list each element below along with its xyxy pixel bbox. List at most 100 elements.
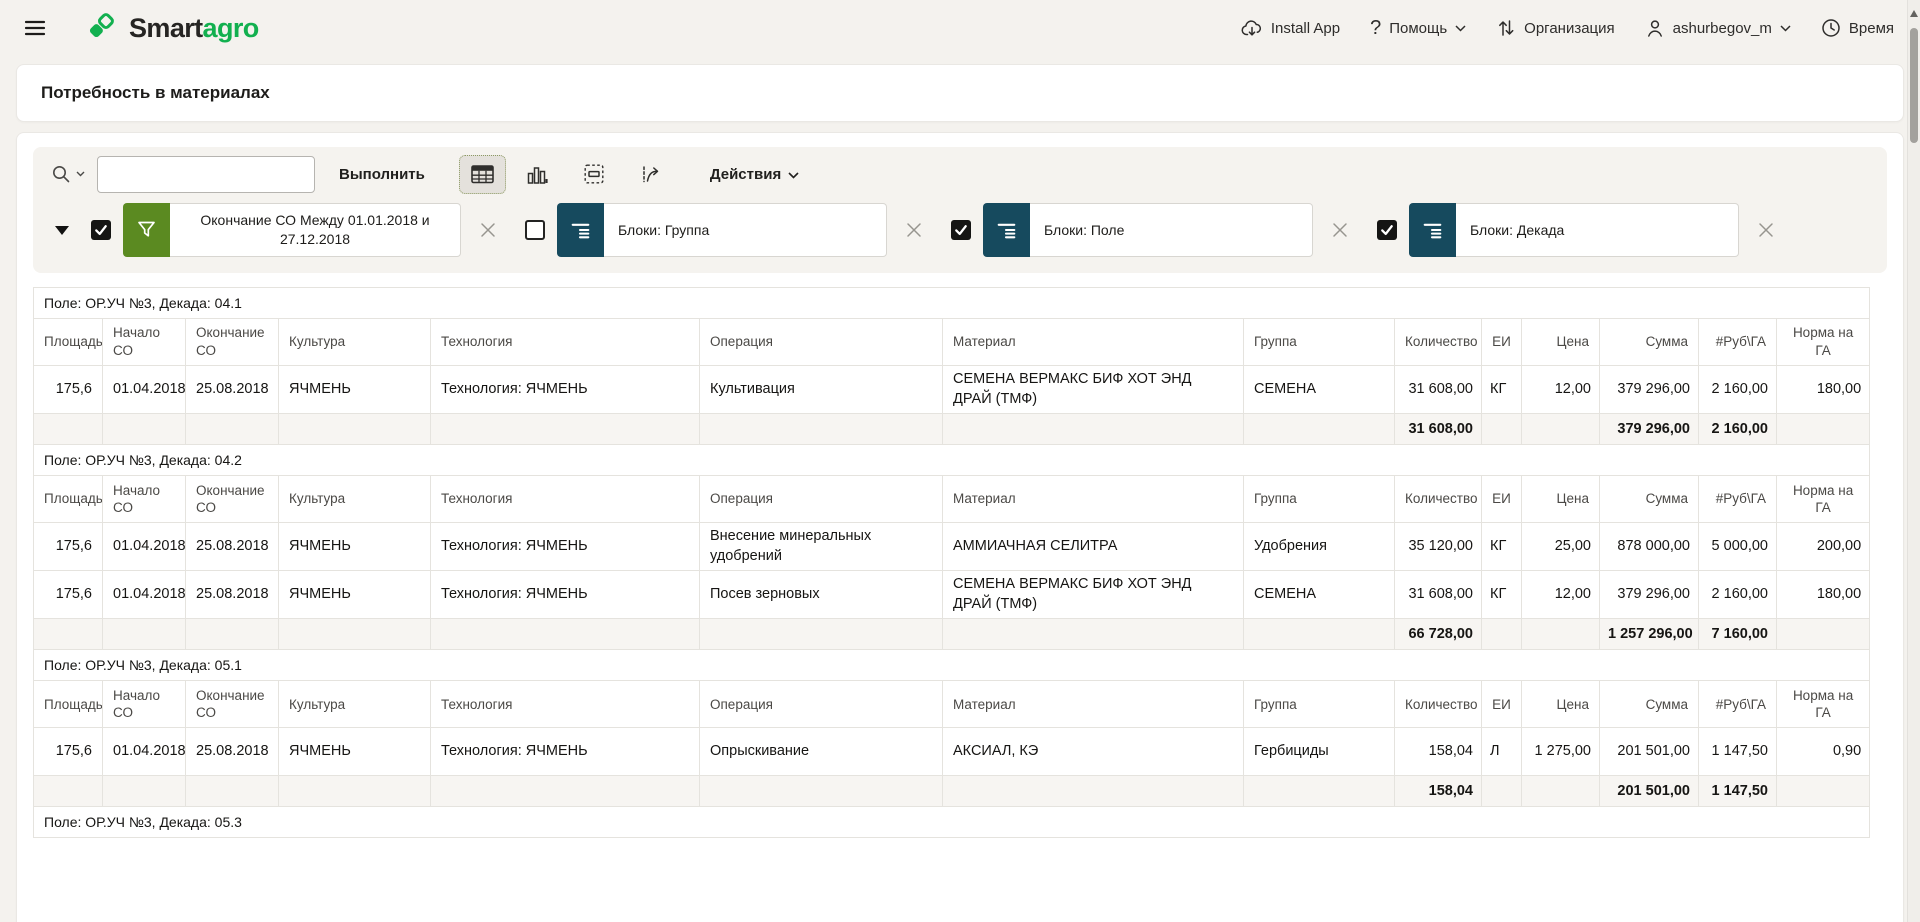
column-header[interactable]: Площадь (33, 475, 103, 524)
column-header[interactable]: Операция (699, 680, 943, 729)
summary-cell (102, 413, 186, 446)
table-view-icon[interactable] (458, 154, 506, 194)
column-header[interactable]: Начало СО (102, 318, 186, 366)
column-header[interactable]: Технология (430, 318, 700, 366)
filter-checkbox[interactable] (951, 220, 971, 240)
summary-cell (699, 618, 943, 651)
column-header[interactable]: Материал (942, 475, 1244, 524)
column-header[interactable]: Группа (1243, 680, 1395, 729)
filter-checkbox[interactable] (525, 220, 545, 240)
summary-cell (1521, 618, 1600, 651)
column-header[interactable]: Группа (1243, 475, 1395, 524)
summary-cell (102, 775, 186, 808)
column-header[interactable]: Цена (1521, 680, 1600, 729)
summary-cell: 201 501,00 (1599, 775, 1699, 808)
summary-cell (1243, 775, 1395, 808)
install-app-button[interactable]: Install App (1241, 18, 1340, 38)
scrollbar-up-arrow-icon[interactable] (1910, 10, 1918, 17)
table-cell: 01.04.2018 (102, 570, 186, 620)
remove-filter-icon[interactable] (904, 220, 924, 240)
column-header[interactable]: ЕИ (1481, 318, 1522, 366)
filter-item: Блоки: Декада (1377, 203, 1803, 257)
column-header[interactable]: Сумма (1599, 680, 1699, 729)
column-header[interactable]: Площадь (33, 680, 103, 729)
column-header[interactable]: #Руб\ГА (1698, 475, 1777, 524)
column-header[interactable]: #Руб\ГА (1698, 318, 1777, 366)
summary-cell (1481, 618, 1522, 651)
scrollbar-thumb[interactable] (1910, 28, 1918, 143)
view-toggle-group (458, 154, 674, 194)
collapse-triangle-icon[interactable] (55, 225, 69, 235)
help-menu-button[interactable]: ? Помощь (1370, 18, 1466, 38)
column-header[interactable]: Количество (1394, 475, 1482, 524)
search-button[interactable] (47, 160, 89, 189)
column-header[interactable]: Норма на ГА (1775, 475, 1871, 524)
summary-cell (699, 775, 943, 808)
summary-cell: 1 257 296,00 (1599, 618, 1699, 651)
column-header[interactable]: Площадь (33, 318, 103, 366)
table-cell: АММИАЧНАЯ СЕЛИТРА (942, 522, 1244, 572)
column-header[interactable]: #Руб\ГА (1698, 680, 1777, 729)
column-header[interactable]: Цена (1521, 475, 1600, 524)
column-header[interactable]: Операция (699, 318, 943, 366)
table-cell: Л (1481, 727, 1522, 777)
column-header[interactable]: Начало СО (102, 475, 186, 524)
group-heading: Поле: ОР.УЧ №3, Декада: 04.1 (32, 287, 1871, 319)
column-header[interactable]: Культура (278, 680, 431, 729)
clock-icon (1821, 18, 1841, 38)
column-header[interactable]: Окончание СО (185, 475, 279, 524)
remove-filter-icon[interactable] (1330, 220, 1350, 240)
column-header[interactable]: Технология (430, 475, 700, 524)
column-header[interactable]: Культура (278, 475, 431, 524)
time-button[interactable]: Время (1821, 18, 1894, 38)
column-header[interactable]: Норма на ГА (1775, 680, 1871, 729)
column-header[interactable]: Количество (1394, 318, 1482, 366)
column-header[interactable]: Технология (430, 680, 700, 729)
organization-button[interactable]: Организация (1496, 18, 1615, 38)
chart-view-icon[interactable] (515, 155, 562, 194)
single-record-view-icon[interactable] (571, 155, 618, 194)
control-break-chip[interactable]: Блоки: Поле (983, 203, 1313, 257)
column-header[interactable]: Количество (1394, 680, 1482, 729)
column-header[interactable]: ЕИ (1481, 475, 1522, 524)
filter-item: Блоки: Группа (525, 203, 951, 257)
filter-bar: Окончание СО Между 01.01.2018 и 27.12.20… (33, 201, 1887, 273)
summary-cell (185, 775, 279, 808)
column-header[interactable]: Операция (699, 475, 943, 524)
column-header[interactable]: Материал (942, 318, 1244, 366)
table-cell: 0,90 (1775, 727, 1871, 777)
remove-filter-icon[interactable] (478, 220, 498, 240)
brand-logo[interactable]: Smartagro (82, 7, 259, 50)
brand-logo-icon (82, 7, 120, 50)
control-break-chip[interactable]: Блоки: Декада (1409, 203, 1739, 257)
remove-filter-icon[interactable] (1756, 220, 1776, 240)
filter-chip[interactable]: Окончание СО Между 01.01.2018 и 27.12.20… (123, 203, 461, 257)
hamburger-menu-icon[interactable] (20, 13, 50, 43)
table-cell: 200,00 (1775, 522, 1871, 572)
control-break-icon (1409, 203, 1456, 257)
filter-chip-label: Блоки: Группа (604, 203, 887, 257)
execute-button[interactable]: Выполнить (339, 165, 425, 183)
actions-menu-button[interactable]: Действия (710, 166, 799, 183)
user-menu-button[interactable]: ashurbegov_m (1645, 18, 1791, 38)
search-input[interactable] (97, 155, 315, 193)
column-header[interactable]: Сумма (1599, 475, 1699, 524)
column-header[interactable]: Материал (942, 680, 1244, 729)
column-header[interactable]: Окончание СО (185, 680, 279, 729)
control-break-chip[interactable]: Блоки: Группа (557, 203, 887, 257)
column-header[interactable]: Сумма (1599, 318, 1699, 366)
flashback-view-icon[interactable] (627, 155, 674, 194)
filter-checkbox[interactable] (91, 220, 111, 240)
filter-checkbox[interactable] (1377, 220, 1397, 240)
column-header[interactable]: Норма на ГА (1775, 318, 1871, 366)
column-header[interactable]: Начало СО (102, 680, 186, 729)
table-cell: Внесение минеральных удобрений (699, 522, 943, 572)
column-header[interactable]: Группа (1243, 318, 1395, 366)
table-cell: КГ (1481, 364, 1522, 415)
vertical-scrollbar[interactable] (1907, 0, 1920, 922)
column-header[interactable]: Окончание СО (185, 318, 279, 366)
column-header[interactable]: ЕИ (1481, 680, 1522, 729)
column-header[interactable]: Цена (1521, 318, 1600, 366)
table-cell: 175,6 (33, 522, 103, 572)
column-header[interactable]: Культура (278, 318, 431, 366)
